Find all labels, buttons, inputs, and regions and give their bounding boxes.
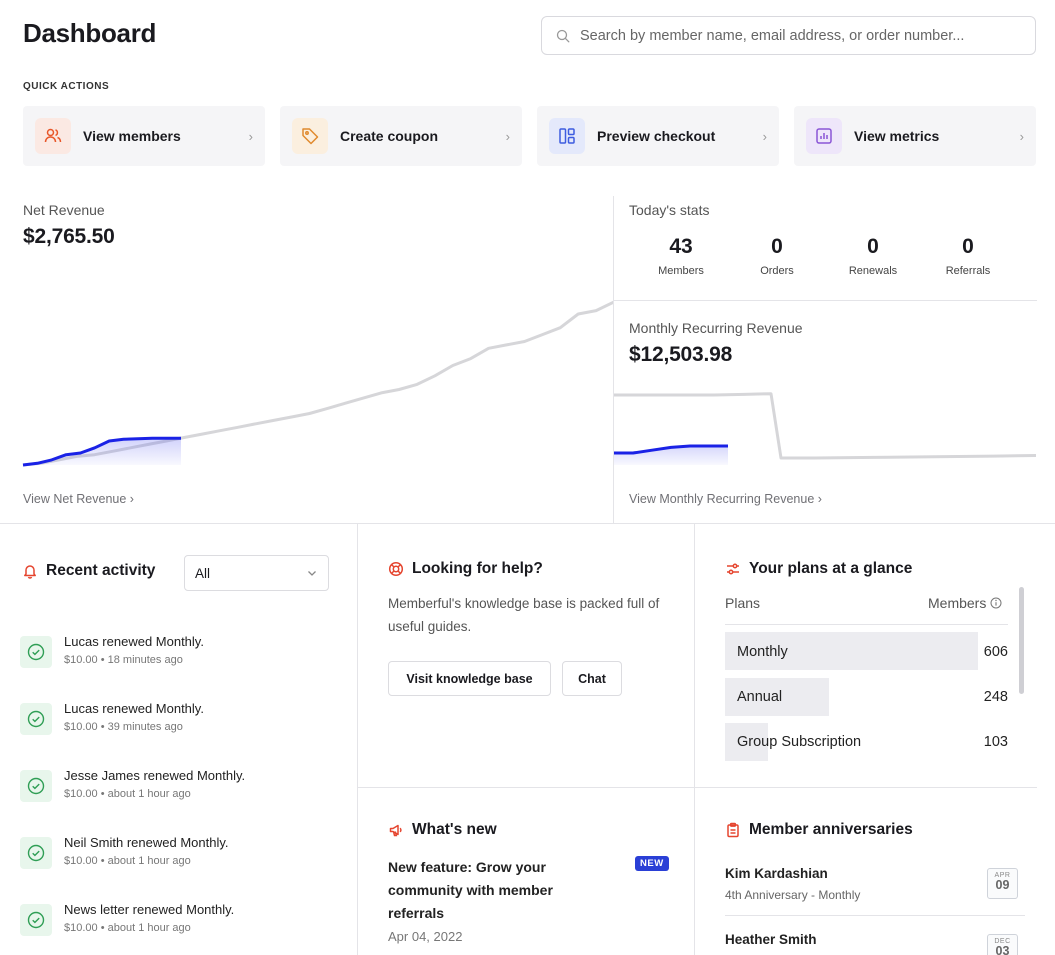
series-line-benchmark bbox=[614, 392, 1037, 460]
divider bbox=[0, 523, 1055, 524]
stat-renewals: 0 Renewals bbox=[848, 235, 898, 277]
divider bbox=[613, 196, 614, 523]
bell-icon bbox=[24, 565, 36, 579]
preview-checkout-button[interactable]: Preview checkout › bbox=[537, 106, 779, 166]
plan-count: 248 bbox=[983, 689, 1008, 705]
divider bbox=[725, 915, 1025, 916]
view-metrics-button[interactable]: View metrics › bbox=[794, 106, 1036, 166]
activity-item: Lucas renewed Monthly. $10.00 • 39 minute… bbox=[20, 701, 340, 735]
anniversary-name: Heather Smith bbox=[725, 932, 817, 947]
view-members-label: View members bbox=[83, 128, 181, 144]
search-icon bbox=[556, 29, 570, 42]
divider bbox=[614, 300, 1037, 301]
plan-count: 606 bbox=[983, 644, 1008, 660]
mrr-label: Monthly Recurring Revenue bbox=[629, 320, 803, 336]
help-text: Memberful's knowledge base is packed ful… bbox=[388, 596, 660, 634]
divider bbox=[358, 787, 694, 788]
chevron-right-icon: › bbox=[762, 128, 767, 144]
chat-button[interactable]: Chat bbox=[562, 661, 622, 696]
plans-scrollbar[interactable] bbox=[1019, 587, 1024, 694]
check-circle-icon bbox=[20, 703, 52, 735]
new-badge: NEW bbox=[635, 856, 669, 871]
divider bbox=[695, 787, 1037, 788]
divider bbox=[357, 524, 358, 955]
view-metrics-label: View metrics bbox=[854, 128, 940, 144]
visit-knowledge-base-button[interactable]: Visit knowledge base bbox=[388, 661, 551, 696]
plan-name: Monthly bbox=[737, 644, 788, 660]
series-line-current bbox=[22, 436, 181, 467]
activity-filter-value: All bbox=[195, 565, 211, 581]
quick-actions-label: QUICK ACTIONS bbox=[23, 81, 110, 92]
sliders-icon bbox=[727, 563, 739, 575]
net-revenue-label: Net Revenue bbox=[23, 202, 105, 218]
check-circle-icon bbox=[20, 636, 52, 668]
anniversary-name: Kim Kardashian bbox=[725, 866, 828, 881]
mrr-value: $12,503.98 bbox=[629, 343, 733, 366]
chevron-right-icon: › bbox=[1019, 128, 1024, 144]
net-revenue-chart bbox=[22, 300, 614, 467]
recent-activity-heading: Recent activity bbox=[22, 562, 155, 580]
whats-new-headline[interactable]: New feature: Grow your community with me… bbox=[388, 859, 553, 921]
plans-column-header: Plans bbox=[725, 595, 761, 611]
plan-bar-monthly bbox=[725, 632, 978, 670]
stat-orders: 0 Orders bbox=[760, 235, 794, 277]
todays-stats-label: Today's stats bbox=[629, 202, 710, 218]
search-bar[interactable] bbox=[541, 16, 1036, 55]
plan-bar-annual bbox=[725, 678, 829, 716]
calendar-icon: APR 09 bbox=[987, 868, 1018, 899]
stat-members: 43 Members bbox=[658, 235, 704, 277]
divider bbox=[694, 524, 695, 955]
series-area-current bbox=[614, 446, 728, 465]
divider bbox=[725, 624, 1008, 625]
stat-referrals: 0 Referrals bbox=[945, 235, 991, 277]
chevron-right-icon: › bbox=[248, 128, 253, 144]
calendar-icon: DEC 03 bbox=[987, 934, 1018, 955]
help-heading: Looking for help? bbox=[388, 560, 543, 578]
users-icon bbox=[35, 118, 71, 154]
plan-name: Annual bbox=[737, 689, 783, 705]
clipboard-icon bbox=[727, 822, 739, 838]
preview-checkout-label: Preview checkout bbox=[597, 128, 716, 144]
chevron-right-icon: › bbox=[505, 128, 510, 144]
activity-item: Jesse James renewed Monthly. $10.00 • abo… bbox=[20, 768, 340, 802]
chevron-down-icon bbox=[308, 571, 316, 576]
create-coupon-button[interactable]: Create coupon › bbox=[280, 106, 522, 166]
activity-item: Lucas renewed Monthly. $10.00 • 18 minute… bbox=[20, 634, 340, 668]
search-input[interactable] bbox=[580, 27, 1000, 44]
activity-item: News letter renewed Monthly. $10.00 • abo… bbox=[20, 902, 340, 936]
whats-new-date: Apr 04, 2022 bbox=[388, 929, 463, 944]
anniversary-detail: 4th Anniversary - Monthly bbox=[725, 888, 861, 902]
mrr-chart bbox=[614, 392, 1037, 465]
check-circle-icon bbox=[20, 837, 52, 869]
page-title: Dashboard bbox=[23, 18, 157, 48]
anniversaries-heading: Member anniversaries bbox=[725, 821, 913, 839]
layout-icon bbox=[549, 118, 585, 154]
chart-icon bbox=[806, 118, 842, 154]
activity-filter-select[interactable]: All bbox=[184, 555, 329, 591]
info-icon[interactable] bbox=[990, 597, 1002, 609]
megaphone-icon bbox=[389, 824, 402, 837]
whats-new-heading: What's new bbox=[388, 821, 497, 839]
create-coupon-label: Create coupon bbox=[340, 128, 439, 144]
net-revenue-value: $2,765.50 bbox=[23, 225, 115, 248]
plan-name: Group Subscription bbox=[737, 734, 862, 750]
series-line-current bbox=[614, 444, 728, 455]
lifebuoy-icon bbox=[388, 561, 404, 577]
view-net-revenue-link[interactable]: View Net Revenue › bbox=[23, 492, 134, 506]
plans-heading: Your plans at a glance bbox=[725, 560, 912, 578]
view-mrr-link[interactable]: View Monthly Recurring Revenue › bbox=[629, 492, 822, 506]
plan-count: 103 bbox=[983, 734, 1008, 750]
view-members-button[interactable]: View members › bbox=[23, 106, 265, 166]
members-column-header: Members bbox=[928, 595, 1002, 611]
check-circle-icon bbox=[20, 770, 52, 802]
plan-bar-group bbox=[725, 723, 768, 761]
tag-icon bbox=[292, 118, 328, 154]
series-area-current bbox=[23, 438, 181, 465]
check-circle-icon bbox=[20, 904, 52, 936]
activity-item: Neil Smith renewed Monthly. $10.00 • abou… bbox=[20, 835, 340, 869]
